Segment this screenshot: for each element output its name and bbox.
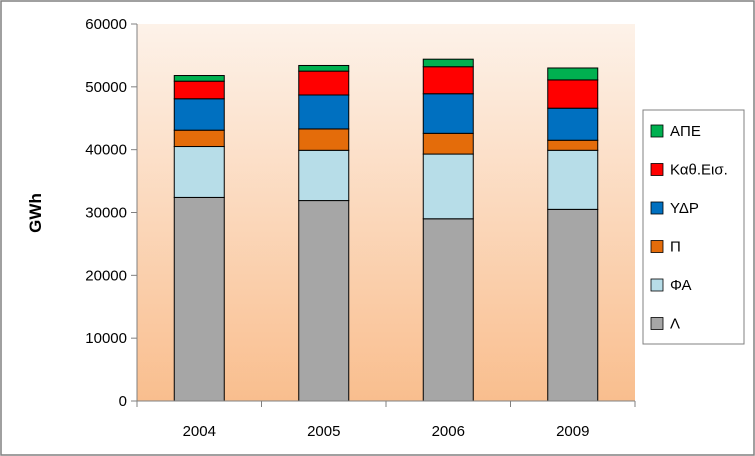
bar-segment-2004-2 xyxy=(173,129,225,148)
bar-segment-2006-0 xyxy=(422,218,474,402)
bar-segment-2006-3 xyxy=(422,93,474,134)
bar-segment-2009-0 xyxy=(547,208,599,402)
legend-label: Π xyxy=(670,239,681,256)
legend-swatch xyxy=(650,201,664,215)
bar-segment-2006-2 xyxy=(422,132,474,155)
bar-segment-2005-0 xyxy=(298,200,350,402)
legend-swatch xyxy=(650,278,664,292)
bar-segment-2005-3 xyxy=(298,94,350,130)
bar-segment-2006-1 xyxy=(422,153,474,220)
x-tick-label: 2009 xyxy=(556,423,589,440)
y-tick-label: 30000 xyxy=(85,205,127,222)
bar-segment-2004-3 xyxy=(173,98,225,131)
bar-segment-2004-0 xyxy=(173,196,225,402)
legend: ΑΠΕ Καθ.Εισ. ΥΔΡ Π ΦΑ Λ xyxy=(642,109,745,345)
bar-segment-2005-4 xyxy=(298,70,350,96)
bar-segment-2005-5 xyxy=(298,64,350,72)
axes-layer: 2004 2005 2006 2009 0 10000 20000 30000 40000 500… xyxy=(85,16,636,440)
bar-segment-2004-5 xyxy=(173,75,225,82)
legend-swatch xyxy=(650,240,664,253)
bar-segment-2009-5 xyxy=(547,67,599,81)
y-tick-label: 10000 xyxy=(85,330,127,347)
legend-label: ΦΑ xyxy=(670,277,692,294)
y-tick-label: 20000 xyxy=(85,267,127,284)
bar-segment-2009-2 xyxy=(547,139,599,151)
legend-label: Λ xyxy=(670,316,680,333)
y-tick-label: 50000 xyxy=(85,79,127,96)
x-tick-label: 2005 xyxy=(307,423,340,440)
x-tick-label: 2004 xyxy=(183,423,216,440)
bar-segment-2004-1 xyxy=(173,146,225,198)
legend-label: ΥΔΡ xyxy=(670,200,699,217)
bar-segment-2009-1 xyxy=(547,149,599,210)
y-tick-label: 60000 xyxy=(85,16,127,33)
bar-segment-2005-1 xyxy=(298,149,350,202)
bar-segment-2004-4 xyxy=(173,80,225,100)
bar-segment-2006-5 xyxy=(422,58,474,68)
legend-label: Καθ.Εισ. xyxy=(670,162,728,179)
y-axis-label: GWh xyxy=(26,193,45,233)
bar-segment-2009-4 xyxy=(547,79,599,109)
legend-label: ΑΠΕ xyxy=(670,123,701,140)
legend-swatch xyxy=(650,124,664,138)
legend-box xyxy=(642,109,745,345)
y-tick-label: 40000 xyxy=(85,142,127,159)
legend-swatch xyxy=(650,163,664,176)
bar-segment-2006-4 xyxy=(422,66,474,95)
legend-swatch xyxy=(650,317,664,330)
bar-segment-2009-3 xyxy=(547,107,599,141)
y-tick-label: 0 xyxy=(119,393,127,410)
bar-segment-2005-2 xyxy=(298,128,350,151)
bars-layer xyxy=(173,58,599,402)
x-tick-label: 2006 xyxy=(432,423,465,440)
